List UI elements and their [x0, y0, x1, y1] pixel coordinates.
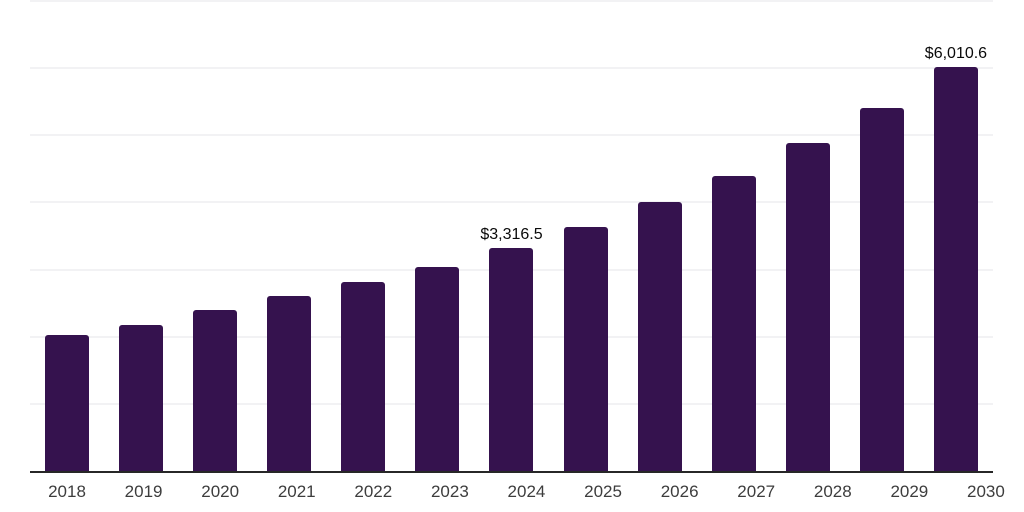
x-tick-2029: 2029 [890, 482, 929, 501]
bar-2019 [119, 324, 164, 471]
bar-2018 [45, 334, 89, 471]
bar-2020 [193, 309, 238, 471]
data-label-2030: $6,010.6 [924, 45, 988, 63]
gridline-4000 [30, 201, 993, 204]
x-tick-2021: 2021 [277, 482, 316, 501]
bar-2021 [267, 295, 312, 471]
bar-2028 [785, 143, 830, 471]
bars-group: $3,316.5 $6,010.6 [30, 1, 993, 471]
x-axis-tick-labels: 2018 2019 2020 2021 2022 2023 2024 2025 2026 2027… [30, 482, 1023, 502]
bar-2029 [859, 107, 904, 471]
x-tick-2022: 2022 [354, 482, 393, 501]
x-tick-2026: 2026 [660, 482, 699, 501]
bar-2022 [341, 281, 386, 471]
x-tick-2018: 2018 [48, 482, 86, 501]
plot-area: $3,316.5 $6,010.6 [30, 0, 993, 473]
gridline-6000 [30, 67, 993, 70]
x-tick-2020: 2020 [201, 482, 240, 501]
x-tick-2030: 2030 [967, 482, 1005, 501]
x-tick-2025: 2025 [584, 482, 622, 501]
x-tick-2028: 2028 [813, 482, 852, 501]
x-tick-2024: 2024 [507, 482, 546, 501]
bar-2030: $6,010.6 [925, 45, 987, 471]
x-tick-2019: 2019 [124, 482, 163, 501]
bar-2026 [637, 202, 682, 471]
x-tick-2023: 2023 [430, 482, 469, 501]
gridline-5000 [30, 134, 993, 137]
bar-2027 [711, 175, 756, 471]
x-tick-2027: 2027 [737, 482, 776, 501]
bar-2023 [415, 266, 460, 471]
bar-2024: $3,316.5 [480, 226, 543, 471]
gridline-7000 [30, 0, 993, 2]
data-label-2024: $3,316.5 [480, 226, 543, 244]
bar-2025 [563, 226, 608, 471]
x-axis-line [30, 471, 993, 473]
